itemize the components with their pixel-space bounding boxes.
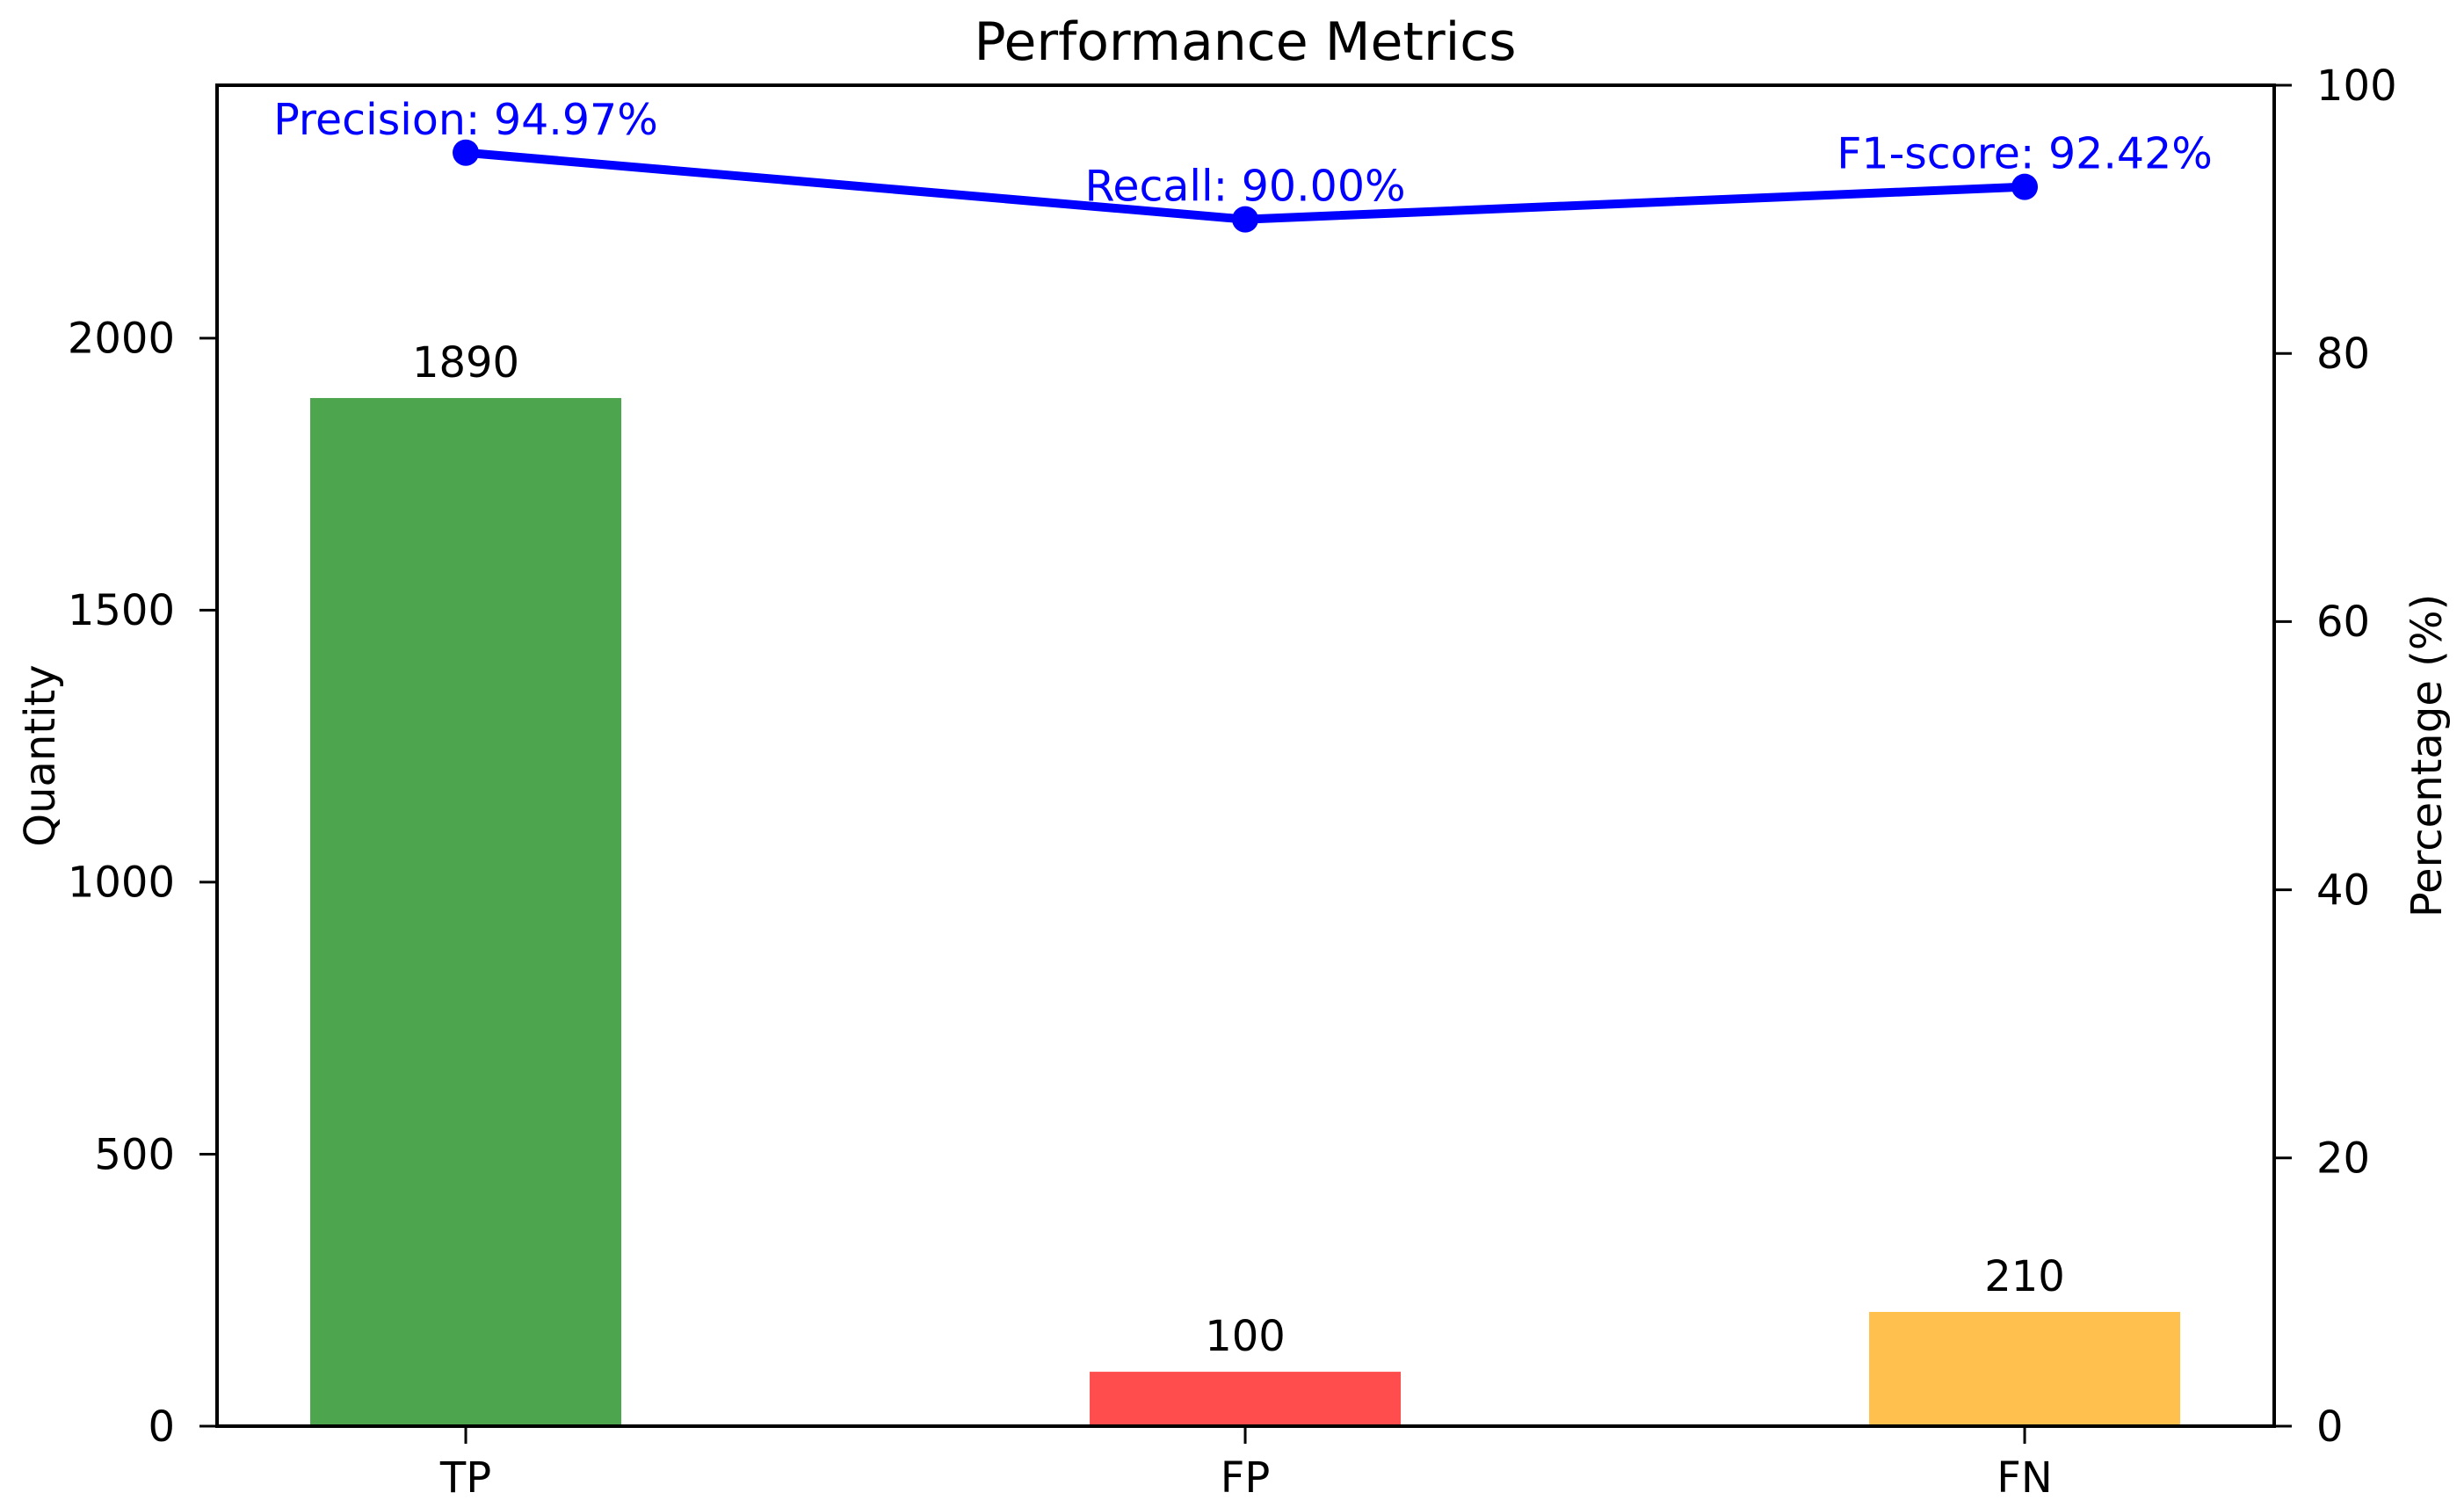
y2-tick-label: 0 [2316,1402,2344,1452]
y2-tick-label: 60 [2316,598,2370,647]
annotation-recall: Recall: 90.00% [1084,162,1405,212]
y2-tick-label: 20 [2316,1134,2370,1184]
bar-fp [1090,1372,1402,1426]
bar-value-label-fp: 100 [1205,1312,1286,1361]
line-layer [453,139,2039,233]
y-tick-label: 2000 [68,315,175,364]
annotations-layer: Precision: 94.97% Recall: 90.00% F1-score:… [273,95,2213,212]
bar-value-label-fn: 210 [1984,1252,2065,1301]
y2-tick-label: 100 [2316,62,2397,111]
ticks-layer: 0 500 1000 1500 2000 0 20 40 60 80 100 TP FP FN [68,62,2397,1503]
line-marker-fp [1232,206,1259,233]
y-axis-label: Quantity [16,664,65,846]
chart-title: Performance Metrics [974,11,1516,73]
annotation-precision: Precision: 94.97% [273,95,658,145]
bars-layer [310,397,2181,1426]
x-tick-label-fp: FP [1221,1453,1271,1503]
annotation-f1-score: F1-score: 92.42% [1837,129,2213,179]
y-tick-label: 1000 [68,859,175,908]
x-tick-label-tp: TP [439,1453,491,1503]
y-tick-label: 500 [94,1130,175,1179]
bar-tp [310,397,622,1426]
line-marker-fn [2011,173,2039,200]
y2-tick-label: 80 [2316,330,2370,379]
y-tick-label: 1500 [68,586,175,635]
bar-fn [1869,1311,2181,1426]
y2-tick-label: 40 [2316,866,2370,915]
bar-value-label-tp: 1890 [412,338,519,388]
y-tick-label: 0 [148,1402,175,1452]
line-marker-tp [453,139,480,166]
x-tick-label-fn: FN [1997,1453,2053,1503]
bar-labels-layer: 1890 100 210 [412,338,2065,1361]
y2-axis-label: Percentage (%) [2402,594,2452,917]
